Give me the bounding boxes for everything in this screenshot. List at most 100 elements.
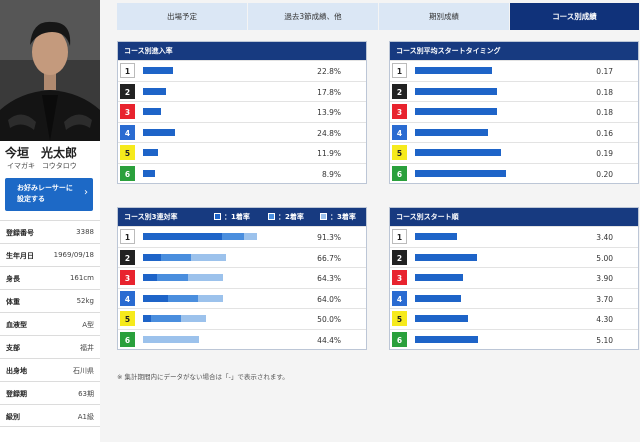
- value-label: 66.7%: [317, 253, 341, 263]
- legend-item: ：2着率: [268, 208, 304, 226]
- tab-3[interactable]: 期別成績: [379, 3, 510, 30]
- bar-track: [415, 108, 545, 116]
- course-row: 6 8.9%: [118, 162, 366, 184]
- bar-track: [143, 108, 273, 116]
- course-row: 5 4.30: [390, 308, 638, 329]
- lane-number-badge: 6: [120, 165, 135, 181]
- course-row: 1 3.40: [390, 226, 638, 247]
- set-favorite-label: お好みレーサーに 設定する: [17, 184, 73, 203]
- course-row: 1 91.3%: [118, 226, 366, 247]
- lane-number-badge: 4: [392, 124, 407, 140]
- lane-number-badge: 2: [392, 83, 407, 99]
- value-label: 3.70: [596, 294, 613, 304]
- course-row: 3 13.9%: [118, 101, 366, 122]
- bar: [415, 108, 497, 115]
- bar: [415, 315, 469, 322]
- value-label: 11.9%: [317, 149, 341, 158]
- bar-track: [143, 128, 273, 137]
- bar-track: [143, 233, 273, 241]
- value-label: 3.90: [596, 274, 613, 283]
- bar-segment: [143, 253, 161, 261]
- value-label: 0.16: [596, 128, 613, 138]
- value-label: 0.18: [596, 87, 613, 97]
- bar-track: [415, 335, 545, 344]
- panel-course-start-order: コース別スタート順 1 3.40 2 5.00 3 3.90 4 3.70 5 4.30 6 5.10: [389, 207, 639, 350]
- course-row: 3 64.3%: [118, 267, 366, 288]
- bar-segment: [156, 274, 188, 281]
- course-row: 5 50.0%: [118, 308, 366, 329]
- legend-item: ：1着率: [214, 208, 250, 226]
- course-row: 4 0.16: [390, 121, 638, 143]
- profile-row-label: 登録番号: [6, 229, 34, 237]
- bar-segment: [143, 315, 152, 322]
- value-label: 0.17: [596, 67, 613, 76]
- bar-track: [143, 149, 273, 157]
- racer-photo: [0, 0, 100, 141]
- bar-track: [415, 253, 545, 262]
- racer-name-kana: イマガキ コウタロウ: [7, 162, 77, 170]
- course-row: 6 5.10: [390, 328, 638, 350]
- bar-track: [143, 274, 273, 282]
- tab-2[interactable]: 過去3節成績、他: [248, 3, 379, 30]
- profile-row: 出身地 石川県: [0, 358, 100, 381]
- profile-row-label: 血液型: [6, 321, 27, 329]
- profile-row-value: 3388: [76, 228, 94, 236]
- bar-track: [415, 294, 545, 303]
- tab-4[interactable]: コース別成績: [510, 3, 640, 30]
- bar-track: [415, 67, 545, 75]
- tab-bar: 出場予定 過去3節成績、他 期別成績 コース別成績: [117, 3, 640, 30]
- lane-number-badge: 3: [392, 270, 407, 285]
- legend-swatch: [320, 213, 327, 220]
- lane-number-badge: 5: [392, 145, 407, 160]
- value-label: 0.19: [596, 149, 613, 158]
- profile-row-value: 63期: [78, 390, 94, 398]
- set-favorite-racer-button[interactable]: お好みレーサーに 設定する ›: [5, 178, 93, 211]
- bar-track: [415, 315, 545, 323]
- bar-segment: [190, 253, 227, 261]
- value-label: 64.3%: [317, 274, 341, 283]
- lane-number-badge: 1: [120, 229, 135, 244]
- profile-row: 級別 A1級: [0, 404, 100, 427]
- bar-track: [415, 87, 545, 96]
- panel-course-top3-rate: コース別3連対率 ：1着率 ：2着率 ：3着率 1 91.3% 2 66.7% 3 64.3% 4 6…: [117, 207, 367, 350]
- tab-1[interactable]: 出場予定: [117, 3, 248, 30]
- course-row: 4 24.8%: [118, 121, 366, 143]
- course-row: 5 11.9%: [118, 142, 366, 163]
- bar-track: [143, 169, 273, 178]
- bar: [143, 169, 155, 177]
- bar: [143, 128, 176, 136]
- main-content: 出場予定 過去3節成績、他 期別成績 コース別成績 コース別進入率 1 22.8% 2 17.…: [100, 0, 640, 442]
- bar: [415, 149, 502, 156]
- profile-row-value: 1969/09/18: [53, 251, 94, 259]
- course-row: 5 0.19: [390, 142, 638, 163]
- bar-segment: [143, 274, 157, 281]
- bar-segment: [181, 315, 206, 322]
- bar-segment: [143, 233, 222, 240]
- bar-segment: [198, 294, 223, 302]
- bar: [415, 169, 506, 177]
- bar-track: [143, 315, 273, 323]
- legend-label: ：3着率: [330, 213, 356, 221]
- course-row: 1 0.17: [390, 60, 638, 81]
- racer-name: 今垣 光太郎: [5, 146, 78, 160]
- profile-row-label: 級別: [6, 413, 20, 421]
- course-row: 2 66.7%: [118, 246, 366, 268]
- value-label: 4.30: [596, 315, 613, 324]
- value-label: 91.3%: [317, 233, 341, 242]
- bar: [415, 128, 488, 136]
- panel-title-text: コース別平均スタートタイミング: [396, 47, 501, 55]
- bar-segment: [143, 294, 168, 302]
- bar-track: [143, 294, 273, 303]
- bar-segment: [151, 315, 182, 322]
- bar-segment: [188, 274, 224, 281]
- course-row: 6 0.20: [390, 162, 638, 184]
- value-label: 0.20: [596, 169, 613, 179]
- bar: [415, 335, 478, 343]
- profile-row: 登録期 63期: [0, 381, 100, 404]
- value-label: 64.0%: [317, 294, 341, 304]
- profile-row: 生年月日 1969/09/18: [0, 243, 100, 266]
- panel-title: コース別進入率: [118, 42, 366, 60]
- bar-track: [143, 253, 273, 262]
- profile-row-value: 52kg: [76, 297, 94, 305]
